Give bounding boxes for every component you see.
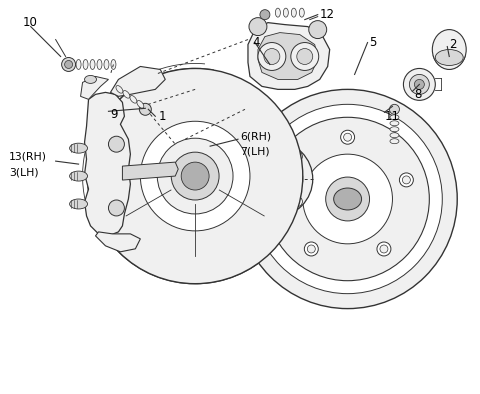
Ellipse shape bbox=[83, 59, 88, 69]
Circle shape bbox=[292, 152, 302, 162]
Ellipse shape bbox=[291, 8, 296, 17]
Ellipse shape bbox=[70, 199, 87, 209]
Polygon shape bbox=[110, 67, 165, 97]
Circle shape bbox=[157, 138, 233, 214]
Circle shape bbox=[238, 89, 457, 309]
Circle shape bbox=[237, 141, 313, 217]
Circle shape bbox=[414, 80, 424, 89]
Circle shape bbox=[326, 177, 370, 221]
Circle shape bbox=[297, 48, 313, 65]
Text: 10: 10 bbox=[23, 16, 37, 29]
Circle shape bbox=[380, 245, 388, 253]
Ellipse shape bbox=[104, 59, 109, 69]
Circle shape bbox=[403, 69, 435, 100]
Text: 1: 1 bbox=[158, 110, 166, 123]
Polygon shape bbox=[258, 33, 318, 80]
Circle shape bbox=[87, 69, 303, 284]
Circle shape bbox=[247, 197, 257, 206]
Text: 4: 4 bbox=[252, 36, 260, 49]
Ellipse shape bbox=[130, 96, 137, 103]
Circle shape bbox=[304, 242, 318, 256]
Text: 3(LH): 3(LH) bbox=[9, 167, 38, 177]
Circle shape bbox=[249, 18, 267, 35]
Ellipse shape bbox=[84, 75, 96, 84]
Ellipse shape bbox=[111, 59, 116, 69]
Circle shape bbox=[65, 61, 72, 69]
Text: 2: 2 bbox=[449, 38, 457, 51]
Ellipse shape bbox=[334, 188, 361, 210]
Circle shape bbox=[266, 117, 429, 281]
Circle shape bbox=[409, 74, 429, 95]
Circle shape bbox=[108, 136, 124, 152]
Ellipse shape bbox=[70, 143, 87, 153]
Text: 7(LH): 7(LH) bbox=[240, 146, 270, 156]
Ellipse shape bbox=[265, 172, 285, 186]
Circle shape bbox=[247, 151, 303, 207]
Circle shape bbox=[260, 10, 270, 20]
Polygon shape bbox=[122, 162, 178, 180]
Ellipse shape bbox=[432, 30, 466, 69]
Ellipse shape bbox=[123, 91, 130, 98]
Text: 11: 11 bbox=[384, 110, 399, 123]
Circle shape bbox=[303, 154, 393, 244]
Circle shape bbox=[285, 176, 293, 184]
Circle shape bbox=[399, 173, 413, 187]
Circle shape bbox=[282, 173, 296, 187]
Circle shape bbox=[264, 48, 280, 65]
Wedge shape bbox=[195, 68, 301, 176]
Circle shape bbox=[171, 152, 219, 200]
Circle shape bbox=[139, 103, 151, 115]
Circle shape bbox=[307, 245, 315, 253]
Polygon shape bbox=[267, 141, 283, 217]
Ellipse shape bbox=[97, 59, 102, 69]
Ellipse shape bbox=[300, 8, 304, 17]
Text: 5: 5 bbox=[370, 36, 377, 49]
Ellipse shape bbox=[390, 139, 399, 144]
Circle shape bbox=[291, 43, 319, 71]
Circle shape bbox=[344, 133, 352, 141]
Text: 6(RH): 6(RH) bbox=[240, 131, 271, 141]
Text: 13(RH): 13(RH) bbox=[9, 151, 47, 161]
Circle shape bbox=[253, 104, 442, 294]
Circle shape bbox=[181, 162, 209, 190]
Ellipse shape bbox=[283, 8, 288, 17]
Ellipse shape bbox=[276, 8, 280, 17]
Circle shape bbox=[377, 242, 391, 256]
Text: 8: 8 bbox=[414, 88, 422, 101]
Circle shape bbox=[61, 58, 75, 71]
Polygon shape bbox=[248, 22, 330, 89]
Ellipse shape bbox=[76, 59, 81, 69]
Circle shape bbox=[140, 121, 250, 231]
Text: 12: 12 bbox=[320, 8, 335, 21]
Ellipse shape bbox=[137, 100, 144, 108]
Ellipse shape bbox=[390, 115, 399, 120]
Circle shape bbox=[341, 130, 355, 144]
Ellipse shape bbox=[116, 85, 123, 93]
Ellipse shape bbox=[390, 127, 399, 132]
Ellipse shape bbox=[390, 121, 399, 126]
Ellipse shape bbox=[70, 171, 87, 181]
Circle shape bbox=[257, 161, 293, 197]
Circle shape bbox=[309, 20, 327, 39]
Polygon shape bbox=[84, 92, 131, 236]
Text: 9: 9 bbox=[110, 108, 118, 121]
Circle shape bbox=[389, 104, 399, 114]
Circle shape bbox=[292, 197, 302, 206]
Ellipse shape bbox=[435, 50, 463, 65]
Polygon shape bbox=[96, 232, 140, 252]
Ellipse shape bbox=[90, 59, 95, 69]
Circle shape bbox=[108, 200, 124, 216]
Circle shape bbox=[258, 43, 286, 71]
Polygon shape bbox=[81, 76, 108, 99]
Circle shape bbox=[402, 176, 410, 184]
Ellipse shape bbox=[390, 133, 399, 138]
Circle shape bbox=[247, 152, 257, 162]
